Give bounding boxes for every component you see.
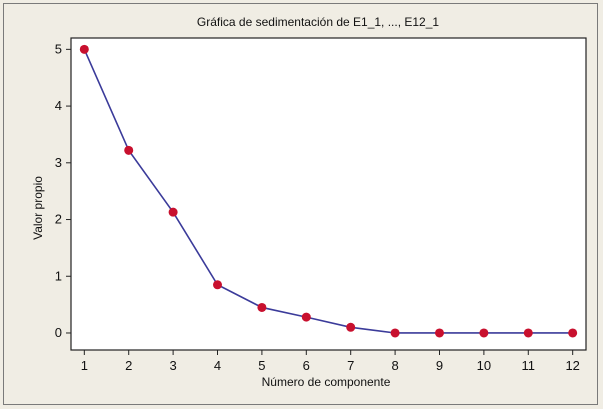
x-tick-label: 3 <box>169 358 176 373</box>
x-tick-label: 5 <box>258 358 265 373</box>
data-point <box>301 312 311 322</box>
x-tick-label: 7 <box>347 358 354 373</box>
y-tick-label: 0 <box>55 325 62 340</box>
data-point <box>434 328 444 338</box>
x-tick-label: 8 <box>391 358 398 373</box>
chart-title: Gráfica de sedimentación de E1_1, ..., E… <box>197 15 439 29</box>
y-tick-label: 4 <box>55 98 62 113</box>
data-point <box>168 207 178 217</box>
y-tick-label: 5 <box>55 41 62 56</box>
x-axis-title: Número de componente <box>262 375 391 389</box>
figure-border <box>3 3 598 405</box>
x-tick-label: 2 <box>125 358 132 373</box>
y-axis-title: Valor propio <box>31 176 45 240</box>
series-line <box>83 49 573 334</box>
x-tick-label: 11 <box>522 358 536 373</box>
data-point <box>257 302 267 312</box>
series-layer <box>79 44 578 338</box>
data-point <box>79 44 89 54</box>
y-tick-label: 1 <box>55 268 62 283</box>
x-tick-label: 10 <box>477 358 491 373</box>
plot-area <box>70 37 587 351</box>
x-tick-label: 12 <box>565 358 579 373</box>
x-tick-label: 1 <box>81 358 88 373</box>
y-axis: 0 1 2 3 4 5 <box>55 41 71 340</box>
data-point <box>568 328 578 338</box>
x-tick-label: 4 <box>214 358 221 373</box>
x-tick-label: 6 <box>303 358 310 373</box>
data-point <box>479 328 489 338</box>
data-point <box>346 322 356 332</box>
y-tick-label: 2 <box>55 212 62 227</box>
data-point <box>213 280 223 290</box>
x-tick-label: 9 <box>436 358 443 373</box>
y-tick-label: 3 <box>55 155 62 170</box>
data-point <box>124 145 134 155</box>
data-point <box>390 328 400 338</box>
x-axis: 1 2 3 4 5 6 7 8 9 10 11 12 <box>81 350 580 373</box>
data-point <box>523 328 533 338</box>
